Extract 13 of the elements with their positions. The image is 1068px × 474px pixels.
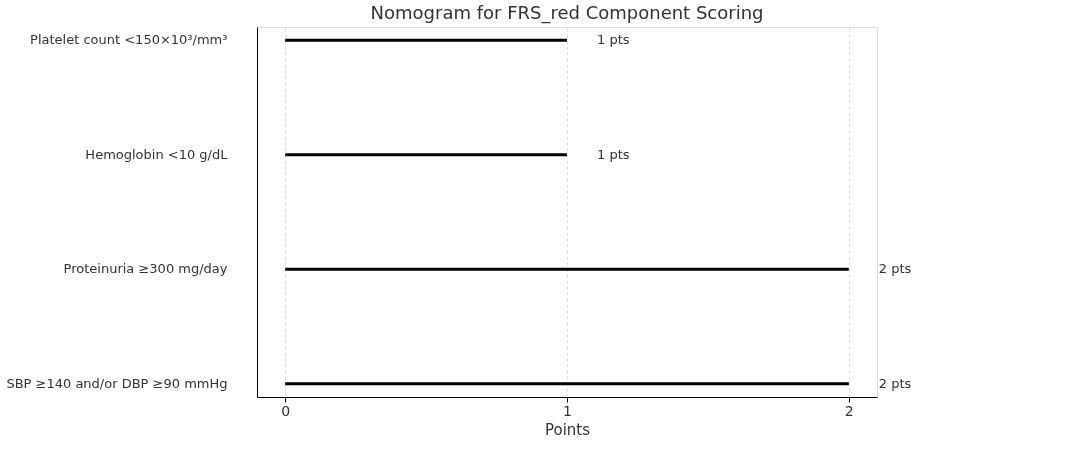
x-axis-title: Points: [544, 420, 591, 439]
y-tick-label: Hemoglobin <10 g/dL: [85, 146, 229, 162]
x-tick-label: 0: [281, 402, 291, 419]
y-tick-label: Proteinuria ≥300 mg/day: [63, 261, 228, 277]
x-tick-label: 1: [563, 402, 572, 419]
y-tick-label: SBP ≥140 and/or DBP ≥90 mmHg: [6, 375, 228, 391]
x-tick-label: 2: [844, 402, 854, 419]
data-label: 1 pts: [597, 146, 630, 162]
y-tick-label: Platelet count <150×10³/mm³: [30, 32, 228, 48]
data-label: 2 pts: [878, 261, 912, 277]
data-label: 2 pts: [878, 375, 912, 391]
chart-title: Nomogram for FRS_red Component Scoring: [370, 2, 764, 24]
data-label: 1 pts: [597, 32, 630, 48]
